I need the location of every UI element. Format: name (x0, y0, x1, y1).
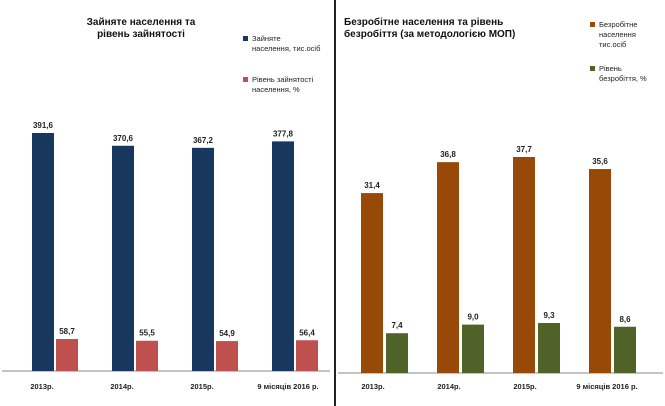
category-label: 2015р. (513, 382, 536, 391)
legend-label-line: населення, % (252, 85, 300, 94)
category-label: 2014р. (110, 382, 133, 391)
category-label: 2014р. (437, 382, 460, 391)
employment-chart-plot: 391,6 58,7 2013р. 370,6 55,5 2014р. 367,2 54,9 2… (2, 121, 330, 391)
legend-label-line: Зайняте (252, 34, 281, 43)
data-label: 35,6 (592, 157, 608, 166)
data-label: 370,6 (113, 134, 134, 143)
bar-unemployment-rate (614, 326, 636, 373)
legend-label-line: тис.осіб (599, 40, 627, 49)
category-label: 2013р. (30, 382, 53, 391)
bar-employed (32, 133, 54, 371)
legend-swatch (590, 22, 595, 27)
chart-title-line: безробіття (за методологією МОП) (344, 29, 516, 40)
data-label: 37,7 (516, 145, 532, 154)
legend-item-unemployment-rate: Рівень безробіття, % (590, 64, 647, 84)
category-label: 9 місяців 2016 р. (576, 382, 637, 391)
legend-label-line: населення, тис.осіб (252, 44, 321, 53)
bar-unemployment-rate (386, 333, 408, 373)
unemployment-chart-panel: Безробітне населення та рівень безробітт… (336, 0, 665, 406)
legend-item-employed: Зайняте населення, тис.осіб (243, 34, 320, 54)
legend-label-line: Безробітне (599, 20, 638, 29)
legend-item-employment-rate: Рівень зайнятості населення, % (243, 75, 313, 95)
category-label: 9 місяців 2016 р. (257, 382, 318, 391)
data-label: 54,9 (219, 329, 235, 338)
legend-swatch (243, 77, 248, 82)
legend-label-line: Рівень (599, 64, 622, 73)
bar-employed (192, 147, 214, 371)
bar-unemployed (361, 193, 383, 373)
chart-title-line: рівень зайнятості (97, 29, 185, 40)
data-label: 36,8 (440, 150, 456, 159)
bar-unemployed (589, 169, 611, 373)
bar-employed (272, 141, 294, 371)
data-label: 367,2 (193, 136, 214, 145)
bar-employment-rate (56, 339, 78, 371)
category-label: 2013р. (361, 382, 384, 391)
legend-label-line: Рівень зайнятості (252, 75, 314, 84)
data-label: 58,7 (59, 327, 75, 336)
chart-title: Зайняте населення та рівень зайнятості (66, 17, 216, 41)
unemployment-chart-plot: 31,4 7,4 2013р. 36,8 9,0 2014р. 37,7 9,3 2015р. 3… (338, 145, 663, 391)
data-label: 391,6 (33, 121, 54, 130)
legend-label-line: безробіття, % (599, 74, 647, 83)
bar-employment-rate (216, 341, 238, 371)
bar-unemployed (437, 162, 459, 373)
data-label: 377,8 (273, 129, 294, 138)
bar-unemployment-rate (462, 324, 484, 373)
data-label: 8,6 (619, 315, 631, 324)
legend-swatch (590, 66, 595, 71)
chart-title: Безробітне населення та рівень безробітт… (344, 17, 554, 41)
bar-unemployment-rate (538, 323, 560, 373)
chart-title-line: Зайняте населення та (86, 17, 196, 28)
data-label: 9,0 (467, 313, 479, 322)
bar-employed (112, 145, 134, 371)
legend-swatch (243, 36, 248, 41)
data-label: 7,4 (391, 321, 403, 330)
chart-title-line: Безробітне населення та рівень (344, 17, 504, 28)
bar-employment-rate (136, 340, 158, 371)
employment-chart-panel: Зайняте населення та рівень зайнятості З… (2, 0, 336, 406)
legend-label-line: населення (599, 30, 636, 39)
data-label: 56,4 (299, 328, 315, 337)
legend-item-unemployed: Безробітне населення тис.осіб (590, 20, 637, 50)
category-label: 2015р. (190, 382, 213, 391)
data-label: 9,3 (543, 311, 555, 320)
data-label: 55,5 (139, 329, 155, 338)
data-label: 31,4 (364, 181, 380, 190)
bar-unemployed (513, 157, 535, 373)
bar-employment-rate (296, 340, 318, 371)
